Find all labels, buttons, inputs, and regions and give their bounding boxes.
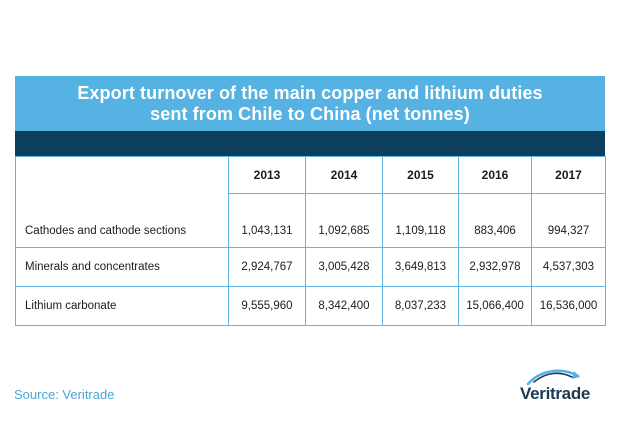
data-cell: 1,092,685 [305,193,383,248]
column-header: 2013 [228,156,306,194]
data-cell: 994,327 [531,193,606,248]
row-label: Lithium carbonate [15,286,229,326]
data-table: 2013 2014 2015 2016 2017 Cathodes and ca… [15,156,606,326]
column-header: 2017 [531,156,606,194]
logo-wordmark: Veritrade [520,384,591,403]
data-cell: 1,043,131 [228,193,306,248]
data-cell: 16,536,000 [531,286,606,326]
data-cell: 2,932,978 [458,247,532,287]
corner-cell [15,156,229,194]
source-note: Source: Veritrade [14,387,115,402]
column-header: 2014 [305,156,383,194]
data-cell: 8,037,233 [382,286,459,326]
column-header: 2016 [458,156,532,194]
table-row: Cathodes and cathode sections 1,043,131 … [15,193,606,248]
data-cell: 2,924,767 [228,247,306,287]
data-cell: 9,555,960 [228,286,306,326]
row-label: Minerals and concentrates [15,247,229,287]
row-label: Cathodes and cathode sections [15,193,229,248]
data-cell: 8,342,400 [305,286,383,326]
chart-title-line-2: sent from Chile to China (net tonnes) [150,103,470,124]
column-header: 2015 [382,156,459,194]
header-row: 2013 2014 2015 2016 2017 [15,156,606,194]
data-cell: 3,005,428 [305,247,383,287]
table-card: Export turnover of the main copper and l… [15,76,606,326]
veritrade-logo: Veritrade [520,368,604,408]
data-cell: 15,066,400 [458,286,532,326]
chart-title-line-1: Export turnover of the main copper and l… [77,82,543,103]
table-row: Lithium carbonate 9,555,960 8,342,400 8,… [15,286,606,326]
data-cell: 3,649,813 [382,247,459,287]
title-bar: Export turnover of the main copper and l… [15,76,605,131]
data-cell: 1,109,118 [382,193,459,248]
data-cell: 883,406 [458,193,532,248]
logo-swoosh-icon [526,369,580,386]
header-band [15,131,605,156]
table-row: Minerals and concentrates 2,924,767 3,00… [15,247,606,287]
data-cell: 4,537,303 [531,247,606,287]
